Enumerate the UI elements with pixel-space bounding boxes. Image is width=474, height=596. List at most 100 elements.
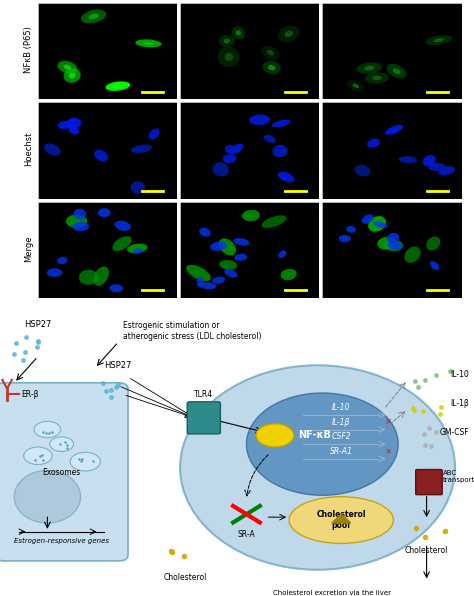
Ellipse shape xyxy=(219,238,236,256)
Text: Merge: Merge xyxy=(24,235,33,262)
Text: Cholesterol: Cholesterol xyxy=(405,547,448,555)
Polygon shape xyxy=(332,514,351,523)
Ellipse shape xyxy=(347,80,365,92)
Ellipse shape xyxy=(289,496,393,544)
Circle shape xyxy=(34,421,61,437)
Ellipse shape xyxy=(404,246,421,263)
Text: GM-CSF: GM-CSF xyxy=(440,428,469,437)
Ellipse shape xyxy=(234,238,249,246)
Ellipse shape xyxy=(387,233,399,243)
Text: CSF2: CSF2 xyxy=(331,432,351,441)
Ellipse shape xyxy=(426,35,452,45)
Ellipse shape xyxy=(94,150,108,162)
Ellipse shape xyxy=(353,83,359,88)
Ellipse shape xyxy=(423,155,436,166)
Ellipse shape xyxy=(135,39,162,47)
Ellipse shape xyxy=(219,260,237,270)
Ellipse shape xyxy=(355,164,370,176)
Ellipse shape xyxy=(267,50,274,55)
Circle shape xyxy=(70,452,100,471)
Text: Exosomes: Exosomes xyxy=(43,467,81,477)
Ellipse shape xyxy=(149,128,160,139)
Ellipse shape xyxy=(58,121,72,129)
Ellipse shape xyxy=(112,236,132,251)
Ellipse shape xyxy=(199,228,211,237)
Ellipse shape xyxy=(346,226,356,233)
Ellipse shape xyxy=(224,269,237,278)
Ellipse shape xyxy=(133,249,143,254)
Ellipse shape xyxy=(72,222,89,231)
Ellipse shape xyxy=(93,266,109,286)
Ellipse shape xyxy=(272,145,288,157)
Ellipse shape xyxy=(57,257,67,264)
Text: IL-10: IL-10 xyxy=(450,370,469,378)
Ellipse shape xyxy=(114,221,131,231)
Ellipse shape xyxy=(106,82,130,91)
Ellipse shape xyxy=(362,214,374,224)
Ellipse shape xyxy=(127,244,147,253)
Ellipse shape xyxy=(426,237,440,250)
Ellipse shape xyxy=(44,144,61,156)
Ellipse shape xyxy=(281,269,297,280)
Text: IL-1β: IL-1β xyxy=(450,399,469,408)
Text: IL-1β: IL-1β xyxy=(332,418,350,427)
Ellipse shape xyxy=(246,393,398,495)
Ellipse shape xyxy=(67,118,82,128)
Text: NFκB (P65): NFκB (P65) xyxy=(24,26,33,73)
Ellipse shape xyxy=(79,270,98,285)
Ellipse shape xyxy=(81,10,106,23)
Ellipse shape xyxy=(210,241,227,251)
Ellipse shape xyxy=(372,76,382,80)
Ellipse shape xyxy=(438,166,455,175)
Ellipse shape xyxy=(387,64,406,79)
Ellipse shape xyxy=(219,35,235,47)
Ellipse shape xyxy=(367,139,380,148)
Ellipse shape xyxy=(109,284,123,292)
Ellipse shape xyxy=(186,265,211,281)
Ellipse shape xyxy=(57,61,77,74)
Ellipse shape xyxy=(272,120,291,127)
Text: Cholesterol
pool: Cholesterol pool xyxy=(317,510,366,530)
Ellipse shape xyxy=(236,30,241,36)
Ellipse shape xyxy=(262,215,287,228)
Circle shape xyxy=(24,447,52,465)
Ellipse shape xyxy=(278,26,299,42)
Ellipse shape xyxy=(399,156,417,163)
Ellipse shape xyxy=(224,39,230,44)
Ellipse shape xyxy=(356,63,383,74)
Ellipse shape xyxy=(387,241,402,250)
Ellipse shape xyxy=(73,209,86,219)
Text: ABC
transporter: ABC transporter xyxy=(443,470,474,483)
Text: HSP27: HSP27 xyxy=(24,320,51,330)
Text: Estrogenic stimulation or
atherogenic stress (LDL cholesterol): Estrogenic stimulation or atherogenic st… xyxy=(123,321,262,341)
Ellipse shape xyxy=(364,66,374,70)
Ellipse shape xyxy=(263,61,281,74)
Ellipse shape xyxy=(69,73,75,79)
Ellipse shape xyxy=(130,181,145,194)
Text: ER-β: ER-β xyxy=(21,390,39,399)
Text: HSP27: HSP27 xyxy=(104,361,132,370)
Ellipse shape xyxy=(235,254,247,260)
Ellipse shape xyxy=(284,30,293,37)
Text: ×: × xyxy=(385,418,392,427)
Ellipse shape xyxy=(242,210,260,221)
FancyBboxPatch shape xyxy=(187,402,220,434)
Ellipse shape xyxy=(143,42,154,45)
Text: IL-10: IL-10 xyxy=(332,403,350,412)
Ellipse shape xyxy=(131,145,152,153)
Text: Cholesterol: Cholesterol xyxy=(163,573,207,582)
Ellipse shape xyxy=(64,64,72,70)
Ellipse shape xyxy=(384,239,403,252)
Ellipse shape xyxy=(64,69,81,83)
Ellipse shape xyxy=(268,65,275,70)
Ellipse shape xyxy=(197,277,204,288)
Ellipse shape xyxy=(212,162,229,176)
Ellipse shape xyxy=(278,250,286,258)
Text: NF-κB: NF-κB xyxy=(299,430,331,440)
Ellipse shape xyxy=(430,261,439,270)
Ellipse shape xyxy=(14,470,81,523)
Ellipse shape xyxy=(180,365,455,570)
Ellipse shape xyxy=(433,38,444,42)
Ellipse shape xyxy=(264,135,276,143)
Ellipse shape xyxy=(392,68,401,74)
